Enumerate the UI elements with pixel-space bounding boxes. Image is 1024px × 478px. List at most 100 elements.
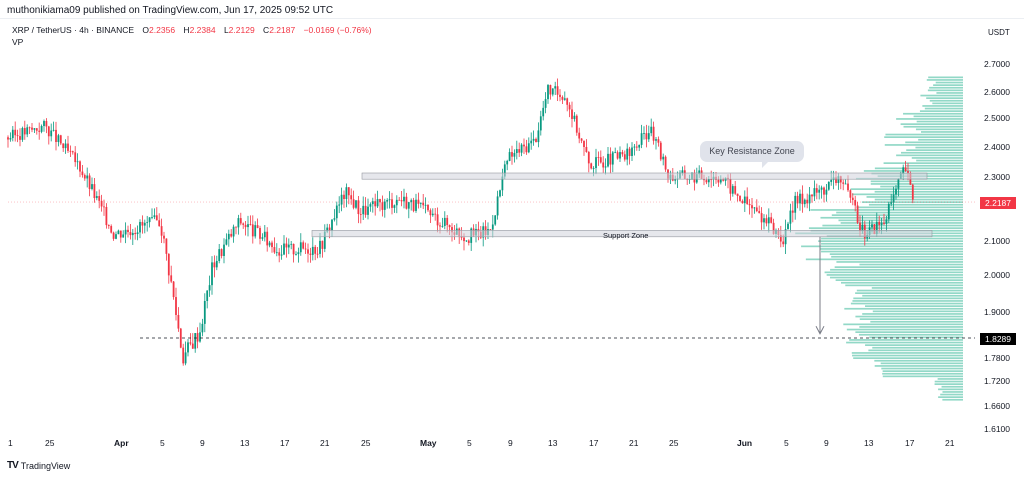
volume-profile-bar — [896, 118, 963, 120]
y-tick: 1.9000 — [984, 307, 1010, 317]
candle-body — [590, 163, 593, 169]
candle-body — [647, 133, 650, 140]
candle-body — [280, 254, 283, 256]
y-tick: 2.4000 — [984, 142, 1010, 152]
high-value: 2.2384 — [189, 25, 216, 35]
volume-profile-bar — [926, 79, 963, 81]
volume-profile-bar — [903, 112, 963, 115]
volume-profile-bar — [856, 206, 963, 209]
candle-body — [57, 135, 60, 143]
indicator-vp-label[interactable]: VP — [12, 37, 24, 47]
candle-body — [93, 184, 96, 199]
candle-body — [503, 164, 506, 177]
candle-body — [412, 200, 415, 211]
volume-profile-bar — [831, 214, 963, 216]
volume-profile-bar — [829, 276, 963, 279]
candle-body — [285, 243, 288, 248]
candle-body — [770, 217, 773, 223]
candle-body — [98, 196, 101, 201]
candle-body — [674, 179, 677, 181]
candle-body — [81, 171, 84, 176]
candle-body — [45, 121, 48, 127]
volume-profile-bar — [922, 105, 963, 107]
open-value: 2.2356 — [149, 25, 176, 35]
candle-body — [599, 157, 602, 163]
candle-body — [237, 218, 240, 228]
candle-body — [719, 179, 722, 183]
volume-profile-bar — [928, 76, 963, 79]
candle-body — [415, 199, 417, 211]
candle-body — [40, 126, 43, 132]
x-tick: May — [420, 438, 437, 448]
candle-body — [755, 207, 758, 212]
candle-body — [827, 181, 830, 190]
candle-body — [883, 222, 885, 224]
candle-body — [871, 224, 873, 228]
candle-body — [895, 188, 897, 195]
candle-body — [511, 152, 513, 157]
candle-body — [275, 252, 278, 254]
candle-body — [405, 196, 408, 209]
candle-body — [791, 210, 794, 213]
candle-body — [835, 177, 837, 184]
candle-body — [705, 180, 708, 183]
candle-body — [112, 232, 115, 239]
candle-body — [391, 199, 393, 208]
volume-profile-bar — [866, 196, 963, 198]
candle-body — [765, 218, 768, 224]
support-zone-label[interactable]: Support Zone — [603, 231, 649, 240]
candle-body — [321, 240, 324, 249]
candle-body — [62, 143, 65, 149]
volume-profile-bar — [850, 302, 963, 305]
volume-profile-bar — [859, 263, 963, 266]
volume-profile-bar — [840, 281, 963, 284]
candle-body — [52, 129, 55, 131]
volume-profile-bar — [864, 305, 963, 307]
symbol-legend: XRP / TetherUS · 4h · BINANCE O2.2356 H2… — [12, 25, 372, 35]
volume-profile-bar — [934, 380, 963, 383]
candle-body — [439, 225, 441, 227]
candle-body — [467, 240, 470, 243]
candle-body — [861, 224, 864, 232]
candle-body — [187, 342, 189, 353]
candle-body — [148, 217, 151, 223]
candle-body — [753, 207, 756, 209]
volume-profile-bar — [871, 287, 963, 289]
candle-body — [633, 146, 636, 148]
x-tick: 25 — [45, 438, 55, 448]
candle-body — [256, 225, 259, 228]
candle-body — [314, 246, 317, 254]
candle-body — [155, 215, 158, 221]
candle-body — [64, 143, 67, 149]
candle-body — [873, 224, 876, 235]
volume-profile-bar — [882, 370, 963, 372]
candle-body — [494, 215, 497, 225]
candle-body — [199, 332, 201, 342]
candle-body — [808, 194, 811, 204]
candle-body — [602, 162, 605, 168]
candle-body — [911, 184, 914, 200]
support-zone — [311, 230, 933, 238]
volume-profile-bar — [843, 323, 963, 326]
symbol-pair[interactable]: XRP / TetherUS · 4h · BINANCE — [12, 25, 135, 35]
candle-body — [623, 154, 626, 160]
candle-body — [427, 204, 429, 211]
candle-body — [501, 176, 504, 191]
candle-body — [779, 234, 782, 242]
candle-body — [31, 127, 33, 130]
volume-profile-bar — [941, 385, 963, 388]
candle-body — [539, 116, 542, 131]
candle-body — [47, 126, 50, 137]
candle-body — [566, 98, 569, 105]
candle-body — [350, 195, 353, 200]
candle-body — [410, 200, 413, 203]
candle-body — [381, 202, 384, 210]
candle-body — [177, 314, 180, 329]
candle-body — [184, 352, 187, 364]
tradingview-branding[interactable]: TV TradingView — [7, 460, 70, 471]
resistance-callout[interactable]: Key Resistance Zone — [700, 141, 804, 168]
candle-body — [326, 227, 329, 232]
volume-profile-bar — [821, 237, 963, 240]
candle-body — [434, 213, 437, 215]
